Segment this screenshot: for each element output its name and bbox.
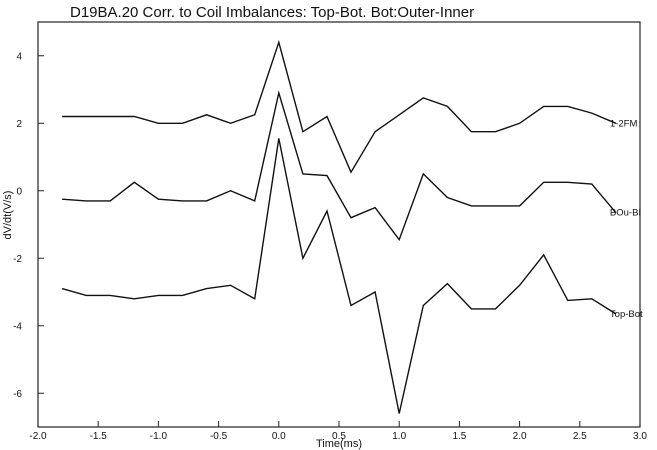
y-tick-label: -2 bbox=[13, 254, 22, 265]
x-tick-label: 2.5 bbox=[573, 431, 587, 442]
y-axis: 4 2 0 -2 -4 -6 bbox=[13, 51, 44, 400]
series-label: BOu-BI bbox=[610, 208, 641, 219]
x-tick-label: -0.5 bbox=[210, 431, 228, 442]
x-axis-label: Time(ms) bbox=[316, 438, 362, 450]
x-tick-label: -1.0 bbox=[150, 431, 168, 442]
y-tick-label: -6 bbox=[13, 389, 22, 400]
y-axis-label: dV/dt(V/s) bbox=[2, 191, 14, 240]
series-group bbox=[61, 39, 617, 414]
series-label: Top-Bot bbox=[610, 309, 643, 320]
chart-title: D19BA.20 Corr. to Coil Imbalances: Top-B… bbox=[70, 4, 474, 21]
plot-frame bbox=[37, 21, 641, 428]
x-tick-label: 2.0 bbox=[513, 431, 527, 442]
series-line-1 bbox=[62, 39, 617, 174]
series-label-group: 1-2FM BOu-BI Top-Bot bbox=[610, 118, 643, 320]
y-tick-label: -4 bbox=[13, 321, 22, 332]
x-tick-label: 1.0 bbox=[392, 431, 406, 442]
x-tick-label: 1.5 bbox=[452, 431, 466, 442]
x-tick-label: -2.0 bbox=[29, 431, 47, 442]
x-tick-label: 3.0 bbox=[633, 431, 647, 442]
series-label: 1-2FM bbox=[610, 118, 638, 129]
x-tick-label: 0.5 bbox=[332, 431, 346, 442]
x-tick-label: 0.0 bbox=[272, 431, 286, 442]
y-tick-label: 4 bbox=[16, 51, 22, 62]
y-tick-label: 2 bbox=[16, 119, 22, 130]
series-line-3 bbox=[61, 138, 617, 414]
y-tick-label: 0 bbox=[16, 186, 22, 197]
series-line-2 bbox=[62, 90, 617, 242]
x-axis: -2.0 -1.5 -1.0 -0.5 0.0 0.5 1.0 1.5 2.0 2.5 3.0 bbox=[29, 421, 647, 442]
x-tick-label: -1.5 bbox=[90, 431, 108, 442]
